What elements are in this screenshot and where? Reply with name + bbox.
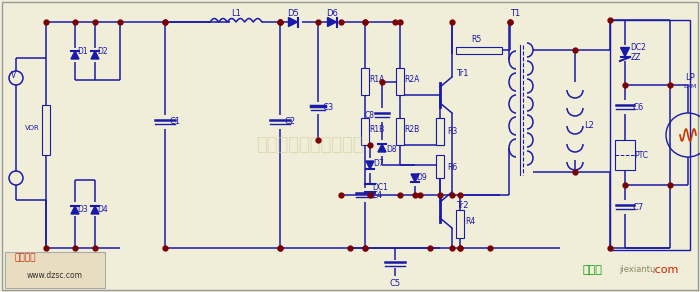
Text: Tr2: Tr2 [456, 201, 468, 209]
Text: DC1: DC1 [372, 183, 388, 192]
Bar [361, 68, 369, 95]
Text: C7: C7 [632, 202, 643, 211]
Text: R1A: R1A [370, 76, 385, 84]
Text: C1: C1 [169, 117, 181, 126]
Bar [436, 155, 444, 178]
Text: C6: C6 [632, 102, 643, 112]
Text: C2: C2 [284, 117, 295, 126]
Text: D3: D3 [78, 206, 88, 215]
Bar [436, 118, 444, 145]
Text: R3: R3 [447, 128, 457, 136]
Polygon shape [91, 206, 99, 214]
Bar [615, 140, 635, 170]
Bar [42, 105, 50, 155]
Bar [436, 118, 444, 145]
Polygon shape [366, 161, 374, 169]
Text: 维库一下: 维库一下 [14, 253, 36, 263]
Text: PTC: PTC [634, 150, 648, 159]
Text: jiexiantu: jiexiantu [619, 265, 655, 274]
Text: R4: R4 [465, 218, 475, 227]
Polygon shape [620, 48, 629, 56]
Text: R5: R5 [471, 36, 481, 44]
Text: R2A: R2A [405, 76, 420, 84]
Polygon shape [378, 144, 386, 152]
Text: L1: L1 [231, 8, 241, 18]
Bar [456, 210, 464, 238]
Text: R2B: R2B [405, 126, 419, 135]
Text: LAM: LAM [683, 84, 696, 88]
Text: T1: T1 [510, 10, 520, 18]
Text: ZZ: ZZ [631, 53, 641, 62]
Text: VDR: VDR [25, 125, 40, 131]
Text: 杭州将睿科技有限公司: 杭州将睿科技有限公司 [256, 136, 364, 154]
Text: D9: D9 [416, 173, 428, 182]
Text: LP: LP [685, 74, 695, 83]
Bar [456, 46, 502, 53]
Bar [5, 252, 105, 288]
Text: R1B: R1B [370, 126, 384, 135]
Polygon shape [328, 18, 337, 27]
Polygon shape [71, 206, 79, 214]
Bar [396, 68, 404, 95]
Text: L2: L2 [584, 121, 594, 129]
Text: 接线图: 接线图 [582, 265, 602, 275]
Text: D4: D4 [97, 206, 108, 215]
Polygon shape [91, 51, 99, 59]
Text: C4: C4 [372, 190, 383, 199]
Polygon shape [411, 174, 419, 182]
Text: .com: .com [651, 265, 679, 275]
Text: V: V [11, 70, 17, 79]
Polygon shape [71, 51, 79, 59]
Text: DC2: DC2 [630, 44, 646, 53]
Bar [361, 118, 369, 145]
Text: C3: C3 [323, 103, 334, 112]
Text: D7: D7 [374, 159, 384, 168]
Text: Tr1: Tr1 [456, 69, 468, 77]
Text: D2: D2 [98, 48, 108, 56]
Text: D1: D1 [78, 48, 88, 56]
Bar [396, 118, 404, 145]
Text: C8: C8 [365, 110, 375, 119]
Text: www.dzsc.com: www.dzsc.com [27, 270, 83, 279]
Polygon shape [288, 18, 298, 27]
Text: D6: D6 [326, 8, 338, 18]
Text: D5: D5 [287, 8, 299, 18]
Text: R6: R6 [447, 163, 457, 171]
Text: C5: C5 [389, 279, 400, 288]
Text: D8: D8 [386, 145, 398, 154]
Bar [610, 20, 690, 250]
